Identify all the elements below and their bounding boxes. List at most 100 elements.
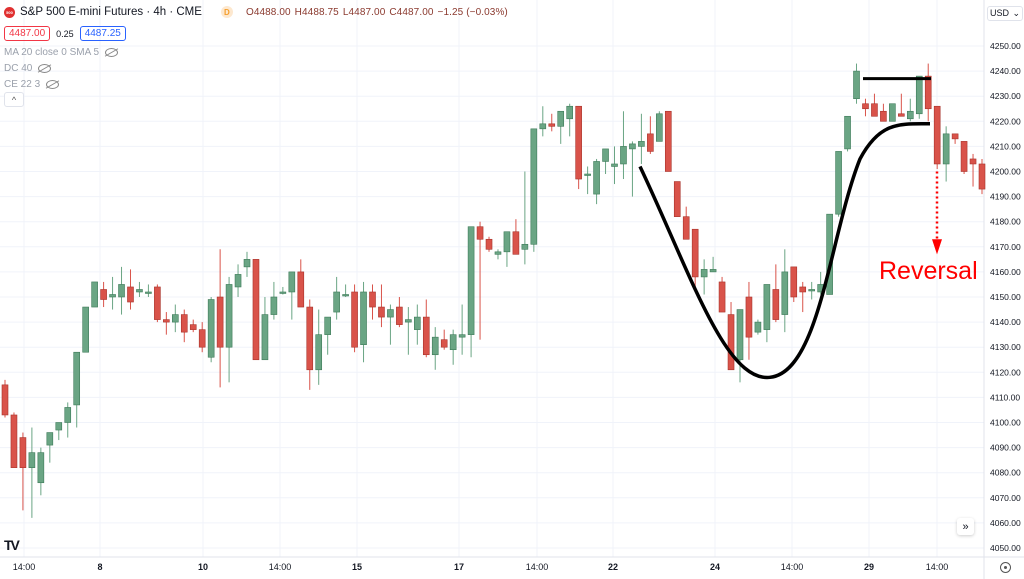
time-tick-label: 14:00: [926, 562, 949, 572]
candle: [772, 264, 780, 323]
candle: [145, 284, 152, 297]
candle: [154, 284, 161, 323]
ohlc-values: O4488.00 H4488.75 L4487.00 C4487.00 −1.25 (−…: [246, 7, 512, 18]
candle: [969, 153, 977, 187]
candle: [431, 327, 439, 370]
scroll-to-realtime-button[interactable]: »: [957, 518, 974, 535]
change-value: −1.25 (−0.03%): [437, 6, 508, 18]
price-tick-label: 4220.00: [990, 116, 1021, 126]
currency-selector[interactable]: USD ⌄: [987, 6, 1023, 21]
candle: [889, 103, 896, 122]
price-tick-label: 4110.00: [990, 392, 1020, 402]
candle: [37, 447, 45, 496]
chevron-up-icon: ^: [11, 94, 17, 105]
candle: [342, 284, 349, 297]
candle: [691, 228, 699, 292]
symbol-logo-icon: 500: [4, 6, 15, 18]
price-tick-label: 4180.00: [990, 217, 1021, 227]
candle: [10, 412, 18, 468]
candle: [763, 284, 771, 343]
price-tick-label: 4240.00: [990, 66, 1021, 76]
indicator-label: MA 20 close 0 SMA 5: [4, 46, 100, 58]
candle: [557, 110, 565, 144]
candle: [396, 297, 403, 328]
candle: [449, 329, 457, 365]
candle: [647, 116, 654, 154]
delayed-data-badge[interactable]: D: [220, 6, 233, 18]
drawing-annotations[interactable]: Reversal: [638, 77, 978, 380]
candle: [19, 432, 27, 511]
candle: [620, 111, 627, 180]
candle: [835, 151, 842, 217]
candle: [28, 427, 36, 518]
candle: [405, 307, 412, 355]
buy-price-button[interactable]: 4487.25: [79, 26, 126, 41]
collapse-legend-button[interactable]: ^: [4, 92, 24, 107]
candle: [727, 302, 735, 371]
candle: [611, 146, 618, 185]
chevron-down-icon: ⌄: [1012, 8, 1020, 18]
candle: [91, 281, 98, 308]
candle: [512, 219, 520, 255]
price-tick-label: 4090.00: [990, 443, 1021, 453]
candle: [736, 309, 744, 383]
symbol-title[interactable]: S&P 500 E-mini Futures · 4h · CME: [20, 6, 202, 18]
time-tick-label: 14:00: [781, 562, 804, 572]
reversal-label: Reversal: [879, 257, 978, 285]
candle: [593, 158, 600, 205]
time-tick-label: 8: [97, 562, 102, 572]
candle: [118, 266, 125, 315]
chart-settings-icon[interactable]: [1000, 562, 1011, 573]
eye-hidden-icon[interactable]: [105, 47, 119, 57]
candle: [378, 284, 385, 328]
candle: [163, 312, 170, 335]
candle: [297, 259, 305, 308]
candle: [960, 141, 968, 175]
candle: [109, 276, 116, 310]
candle: [656, 111, 663, 142]
candle: [324, 316, 331, 355]
candle: [906, 98, 914, 122]
candle: [198, 322, 206, 353]
tradingview-logo-icon[interactable]: TV: [4, 537, 20, 553]
time-tick-label: 24: [710, 562, 720, 572]
candle: [924, 63, 932, 122]
eye-hidden-icon[interactable]: [46, 79, 60, 89]
time-tick-label: 10: [198, 562, 208, 572]
candle: [64, 402, 72, 438]
eye-hidden-icon[interactable]: [38, 63, 52, 73]
candle: [566, 103, 573, 137]
price-tick-label: 4050.00: [990, 543, 1021, 553]
candle: [216, 249, 224, 388]
price-tick-label: 4170.00: [990, 242, 1021, 252]
indicator-dc[interactable]: DC 40: [4, 62, 512, 74]
candle: [261, 297, 269, 361]
sell-price-button[interactable]: 4487.00: [4, 26, 51, 41]
candle: [279, 286, 287, 295]
candle: [136, 281, 143, 297]
candle: [467, 226, 475, 358]
spread-value: 0.25: [56, 28, 74, 39]
price-tick-label: 4190.00: [990, 192, 1021, 202]
indicator-ce[interactable]: CE 22 3: [4, 79, 512, 90]
candle: [82, 306, 89, 353]
candle: [521, 171, 529, 265]
price-tick-label: 4250.00: [990, 41, 1021, 51]
price-tick-label: 4130.00: [990, 342, 1021, 352]
candle: [682, 206, 690, 240]
price-tick-label: 4080.00: [990, 468, 1021, 478]
candle: [234, 264, 242, 297]
candle: [485, 236, 493, 252]
candle: [270, 281, 278, 320]
open-value: O4488.00: [245, 6, 291, 18]
price-tick-label: 4230.00: [990, 91, 1021, 101]
candle: [315, 309, 323, 385]
indicator-ma[interactable]: MA 20 close 0 SMA 5: [4, 46, 512, 58]
candle: [638, 113, 645, 164]
price-tick-label: 4100.00: [990, 418, 1021, 428]
indicator-label: DC 40: [4, 62, 33, 74]
candle: [718, 276, 726, 313]
candle: [790, 266, 798, 303]
price-tick-label: 4200.00: [990, 167, 1021, 177]
